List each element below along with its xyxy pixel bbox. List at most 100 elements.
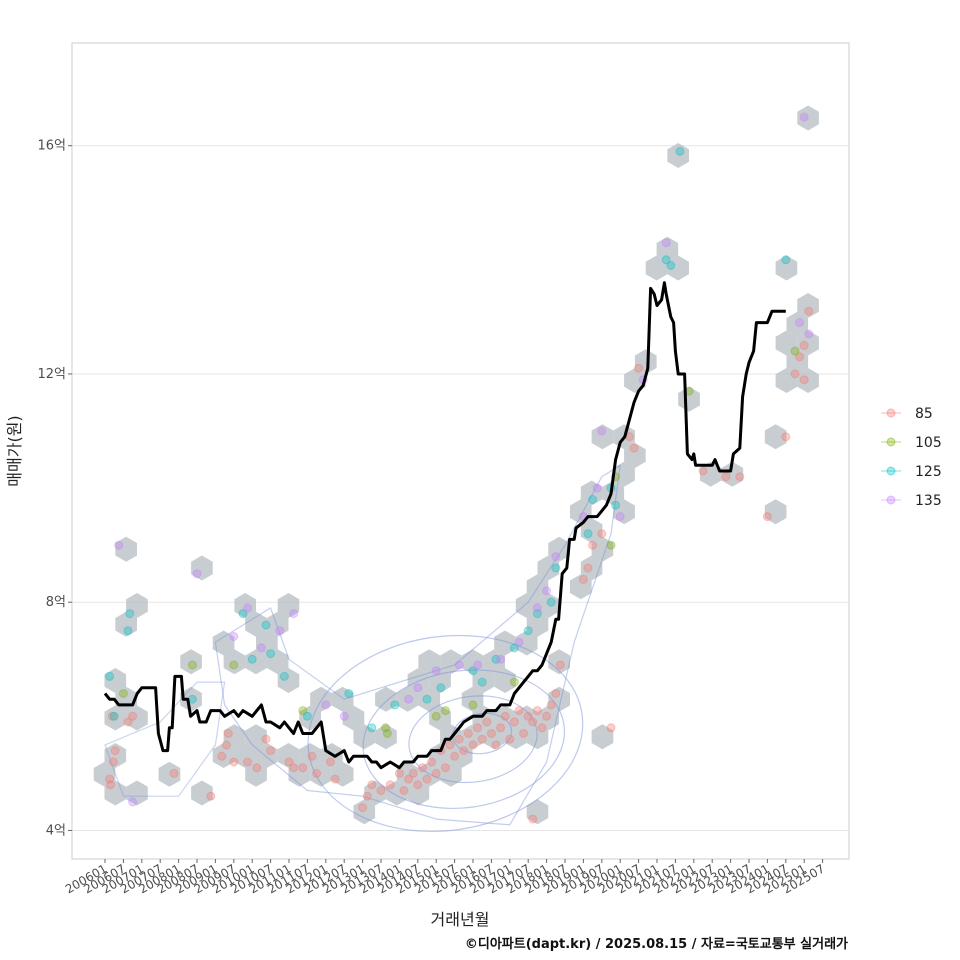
point-135 (496, 654, 506, 664)
point-85 (169, 768, 179, 778)
hexbin-cell (786, 349, 809, 375)
hexbin-cell (245, 649, 267, 675)
hexbin-cell (548, 649, 570, 675)
point-125 (279, 671, 289, 681)
point-85 (266, 746, 276, 756)
legend-label-105: 105 (915, 435, 942, 451)
point-85 (221, 740, 231, 750)
hexbin-cell (104, 743, 127, 768)
hexbin-cell (288, 761, 311, 787)
hexbin-cell (245, 761, 267, 787)
point-85 (284, 757, 294, 767)
point-125 (666, 261, 676, 270)
point-125 (509, 643, 519, 653)
point-125 (302, 711, 312, 721)
point-125 (532, 609, 542, 619)
hexbin-cell (104, 705, 127, 731)
legend-key-point (886, 408, 896, 418)
point-105 (381, 723, 391, 733)
legend-key-point (886, 437, 896, 447)
hexbin-cell (256, 743, 278, 768)
point-85 (289, 763, 299, 773)
point-85 (477, 734, 487, 744)
scatter-points (105, 112, 814, 824)
point-105 (606, 540, 616, 550)
hexbin-cell (580, 480, 603, 506)
y-tick-label: 16억 (37, 139, 66, 154)
hexbin-cell (580, 518, 603, 543)
hexbin-cell (104, 780, 127, 806)
hexbin-cell (364, 780, 386, 806)
y-axis-title: 매매가(원) (5, 415, 24, 486)
hexbin-cell (234, 593, 256, 618)
hexbin-cell (385, 780, 408, 806)
point-85 (473, 723, 483, 733)
hexbin-cell (245, 724, 267, 750)
hexbin-cell (786, 311, 809, 337)
point-135 (275, 626, 285, 636)
point-85 (500, 711, 510, 721)
density-contour (307, 634, 584, 833)
point-85 (528, 814, 538, 824)
hexbin-cell (483, 649, 505, 675)
point-85 (799, 375, 809, 385)
point-85 (486, 729, 496, 738)
point-85 (496, 723, 506, 733)
point-85 (546, 700, 556, 710)
x-axis-ticks: 2006012006072007012007072008012008072009… (63, 859, 827, 897)
legend-label-85: 85 (915, 406, 933, 422)
point-125 (477, 677, 487, 687)
panel-border (71, 42, 850, 860)
hexbin-cell (191, 780, 213, 806)
point-135 (514, 637, 524, 647)
point-135 (404, 694, 414, 704)
point-125 (588, 495, 598, 504)
point-125 (367, 723, 377, 733)
point-125 (344, 689, 354, 698)
point-85 (440, 763, 450, 773)
gridlines (72, 145, 849, 831)
hexbin-layer (93, 105, 819, 825)
legend-label-125: 125 (915, 464, 942, 480)
hexbin-cell (126, 705, 148, 731)
point-85 (330, 774, 340, 784)
point-85 (385, 780, 395, 790)
hexbin-cell (342, 705, 365, 731)
point-85 (698, 466, 708, 476)
point-125 (468, 666, 478, 676)
point-85 (325, 757, 335, 767)
hexbin-cell (515, 593, 538, 618)
legend-label-135: 135 (915, 493, 942, 509)
hexbin-cell (310, 761, 332, 787)
hexbin-cell (548, 686, 570, 712)
point-85 (408, 768, 418, 778)
moving-average-line-group (103, 281, 786, 770)
hexbin-cell (570, 574, 592, 600)
point-135 (532, 603, 542, 613)
point-135 (321, 700, 331, 710)
point-85 (298, 763, 308, 773)
hexbin-cell (277, 593, 300, 618)
point-85 (735, 472, 745, 482)
point-85 (804, 306, 814, 316)
hexbin-cell (537, 555, 560, 581)
point-85 (762, 512, 772, 522)
hexbin-cell (93, 761, 116, 787)
point-135 (551, 552, 561, 562)
hexbin-cell (537, 705, 560, 731)
point-85 (128, 711, 138, 721)
point-125 (109, 711, 119, 721)
y-axis-ticks: 4억 8억 12억 16억 (37, 139, 72, 838)
hexbin-cell (775, 330, 798, 356)
point-125 (123, 626, 133, 636)
y-tick-label: 8억 (46, 595, 66, 610)
point-125 (675, 146, 685, 156)
point-125 (611, 500, 621, 510)
point-135 (615, 512, 625, 522)
hexbin-cell (548, 536, 570, 562)
point-135 (339, 711, 349, 721)
point-85 (223, 729, 233, 738)
point-125 (781, 255, 791, 265)
point-125 (238, 609, 248, 619)
point-85 (721, 472, 731, 482)
